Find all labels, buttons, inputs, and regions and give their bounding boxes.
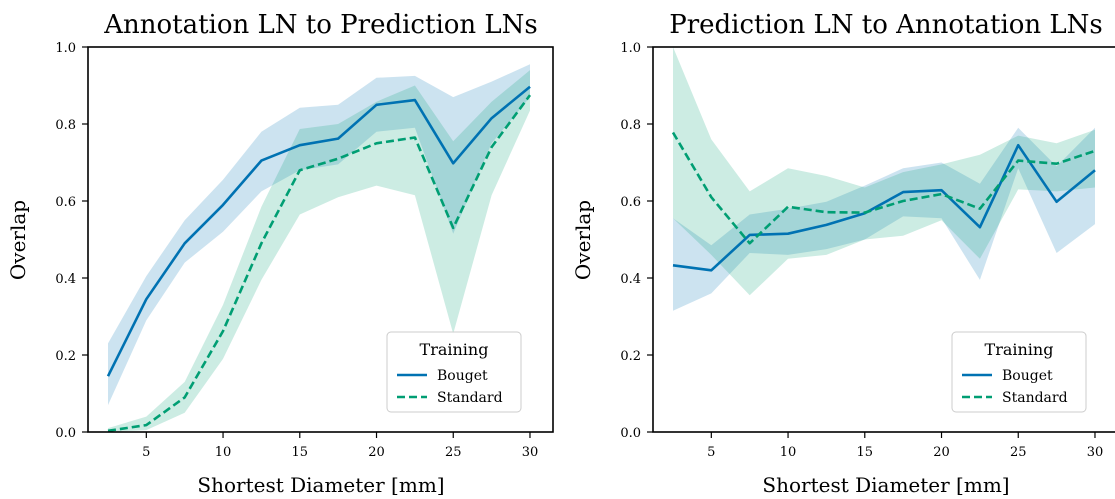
line-standard	[671, 131, 1096, 245]
x-tick-label: 10	[215, 445, 232, 460]
x-tick-label: 25	[445, 445, 462, 460]
x-tick-label: 15	[857, 445, 874, 460]
y-tick-label: 0.4	[620, 272, 641, 287]
legend: Training Bouget Standard	[951, 331, 1087, 413]
y-axis-label: Overlap	[6, 200, 30, 280]
line-bouget	[106, 85, 531, 377]
axis-ticks: 5 10 15 20 25 30 0.0 0.2 0.4 0.6 0.8 1.0	[620, 41, 1103, 460]
y-tick-label: 0.6	[620, 195, 641, 210]
chart-title: Annotation LN to Prediction LNs	[103, 10, 538, 40]
legend-label-standard: Standard	[1002, 390, 1068, 406]
y-tick-label: 1.0	[620, 41, 641, 56]
band-standard	[673, 47, 1095, 296]
chart-panel-right: Prediction LN to Annotation LNs 5 10 15 20 2…	[571, 10, 1115, 497]
x-axis-label: Shortest Diameter [mm]	[762, 473, 1009, 497]
legend-label-standard: Standard	[437, 390, 503, 406]
x-tick-label: 30	[522, 445, 539, 460]
line-bouget	[672, 143, 1096, 272]
band-bouget	[673, 127, 1095, 311]
legend-box	[951, 331, 1087, 413]
x-tick-label: 30	[1087, 445, 1104, 460]
legend-box	[386, 331, 522, 413]
plot-frame	[652, 46, 1115, 433]
chart-title: Prediction LN to Annotation LNs	[669, 10, 1103, 40]
legend-label-bouget: Bouget	[1002, 368, 1053, 384]
legend-title: Training	[985, 340, 1054, 359]
legend-label-bouget: Bouget	[437, 368, 488, 384]
y-tick-label: 0.8	[55, 118, 76, 133]
confidence-bands	[673, 47, 1095, 311]
x-tick-label: 5	[142, 445, 150, 460]
y-tick-label: 0.4	[55, 272, 76, 287]
series-lines	[106, 85, 532, 433]
x-tick-label: 25	[1010, 445, 1027, 460]
plot-frame	[87, 46, 554, 433]
y-tick-label: 1.0	[55, 41, 76, 56]
y-tick-label: 0.0	[620, 426, 641, 441]
line-standard	[107, 94, 532, 433]
legend: Training Bouget Standard	[386, 331, 522, 413]
y-tick-label: 0.8	[620, 118, 641, 133]
x-tick-label: 15	[292, 445, 309, 460]
y-tick-label: 0.6	[55, 195, 76, 210]
legend-title: Training	[420, 340, 489, 359]
axis-ticks: 5 10 15 20 25 30 0.0 0.2 0.4 0.6 0.8 1.0	[55, 41, 538, 460]
y-tick-label: 0.2	[620, 349, 641, 364]
x-tick-label: 20	[933, 445, 950, 460]
x-tick-label: 10	[780, 445, 797, 460]
y-axis-label: Overlap	[571, 200, 595, 280]
series-lines	[671, 131, 1096, 272]
y-tick-label: 0.0	[55, 426, 76, 441]
y-tick-label: 0.2	[55, 349, 76, 364]
x-axis-label: Shortest Diameter [mm]	[197, 473, 444, 497]
x-tick-label: 20	[368, 445, 385, 460]
x-tick-label: 5	[707, 445, 715, 460]
chart-panel-left: Annotation LN to Prediction LNs 5 10 15 20 2…	[6, 10, 554, 497]
band-bouget	[108, 64, 530, 406]
